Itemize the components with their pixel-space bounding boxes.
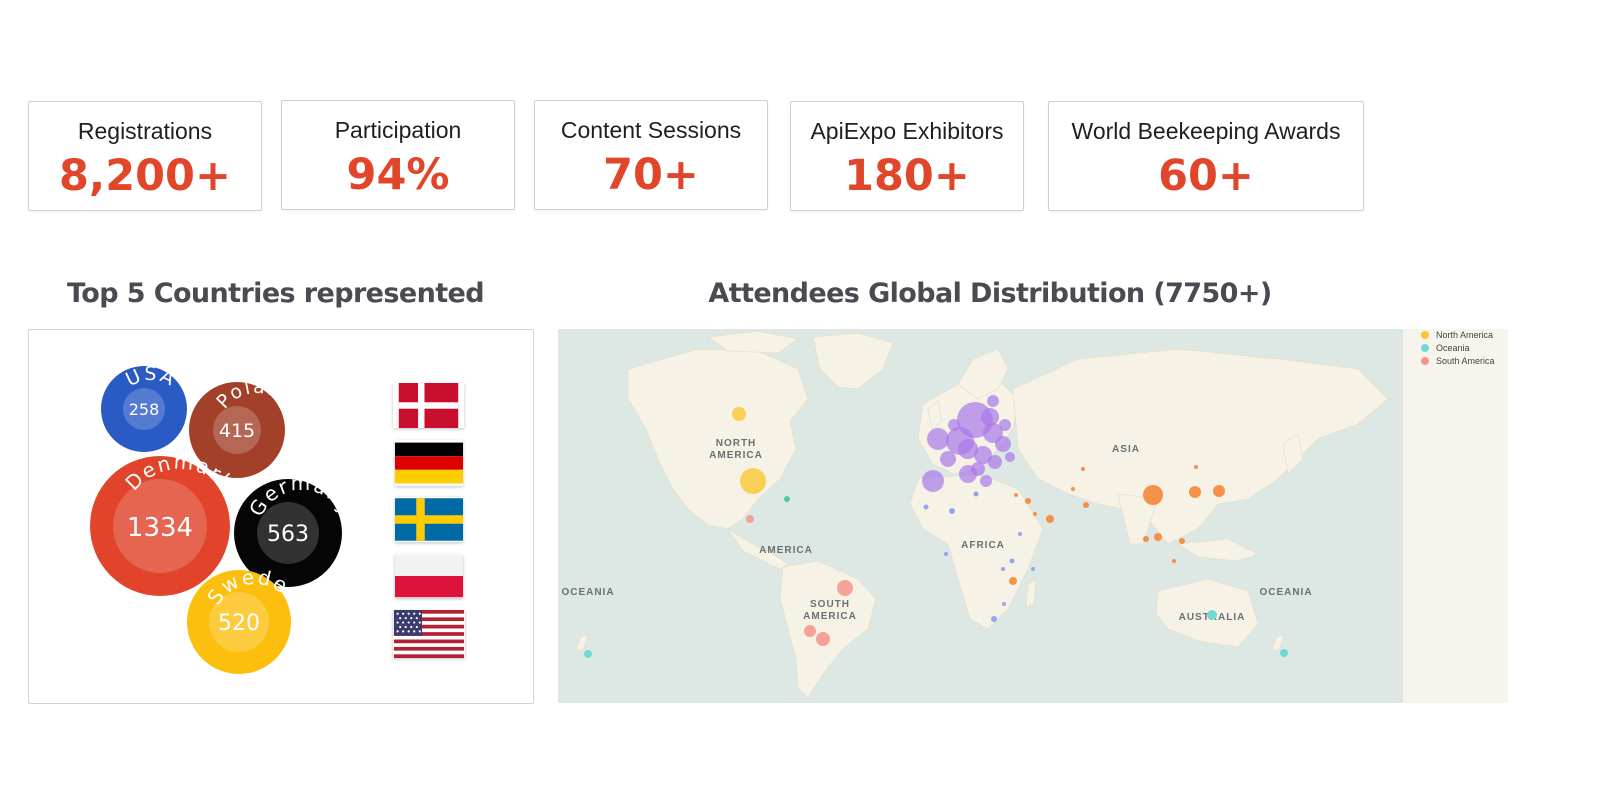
bubble-oceania xyxy=(784,496,790,502)
world-map-panel: NORTH AMERICA AMERICA SOUTH AMERICA ASIA… xyxy=(558,329,1508,703)
bubble-usa-value: 258 xyxy=(129,400,160,419)
germany-flag xyxy=(395,442,463,484)
world-map: NORTH AMERICA AMERICA SOUTH AMERICA ASIA… xyxy=(558,329,1508,703)
map-legend: North America Oceania South America xyxy=(1421,330,1495,366)
stat-label: World Beekeeping Awards xyxy=(1071,118,1341,144)
label-africa: AFRICA xyxy=(961,540,1005,551)
stat-label: Participation xyxy=(334,117,462,143)
label-oceania-left: OCEANIA xyxy=(561,587,614,598)
bubble-denmark-value: 1334 xyxy=(127,513,193,543)
label-north-america-1: NORTH xyxy=(716,438,757,449)
stat-value: 94% xyxy=(346,150,450,200)
stat-card-world-beekeeping-awards: World Beekeeping Awards 60+ xyxy=(1048,101,1364,211)
label-oceania-right: OCEANIA xyxy=(1259,587,1312,598)
stat-card-content-sessions: Content Sessions 70+ xyxy=(534,100,768,210)
stat-value: 70+ xyxy=(603,150,699,200)
global-distribution-title: Attendees Global Distribution (7750+) xyxy=(708,278,1272,309)
bubble-north-america xyxy=(740,468,766,494)
poland-flag xyxy=(395,554,463,598)
stat-card-participation: Participation 94% xyxy=(281,100,515,210)
stat-card-apiexpo-exhibitors: ApiExpo Exhibitors 180+ xyxy=(790,101,1024,211)
legend-label-north-america: North America xyxy=(1436,330,1493,340)
stat-label: Registrations xyxy=(77,118,213,144)
bubble-denmark: Denmark 1334 xyxy=(90,449,238,596)
stat-value: 8,200+ xyxy=(58,151,232,201)
legend-marker-north-america xyxy=(1421,331,1429,339)
label-central-america: AMERICA xyxy=(759,545,813,556)
top-countries-title: Top 5 Countries represented xyxy=(67,278,485,309)
bubble-sweden: Sweden 520 xyxy=(187,565,306,674)
legend-label-oceania: Oceania xyxy=(1436,343,1470,353)
denmark-flag xyxy=(398,383,459,428)
bubble-south-america xyxy=(816,632,830,646)
land-masses xyxy=(575,330,1389,698)
stat-card-registrations: Registrations 8,200+ xyxy=(28,101,262,211)
label-south-america-2: AMERICA xyxy=(803,611,857,622)
europe-cluster xyxy=(922,395,1015,492)
stat-label: Content Sessions xyxy=(560,117,742,143)
asia-bubbles xyxy=(1009,465,1225,585)
bubble-south-america xyxy=(837,580,853,596)
stat-value: 180+ xyxy=(844,151,970,201)
top-countries-panel: USA 258 Poland 415 Denmark 1334 Germany … xyxy=(28,329,534,704)
attendee-bubbles xyxy=(584,395,1288,658)
sweden-flag xyxy=(395,498,463,541)
bubble-germany-value: 563 xyxy=(267,522,309,547)
country-bubble-chart: USA 258 Poland 415 Denmark 1334 Germany … xyxy=(90,363,358,674)
bubble-usa: USA 258 xyxy=(101,363,187,452)
bubble-oceania xyxy=(1207,610,1217,620)
label-north-america-2: AMERICA xyxy=(709,450,763,461)
bubble-south-america xyxy=(804,625,816,637)
label-south-america-1: SOUTH xyxy=(810,599,850,610)
bubble-north-america xyxy=(732,407,746,421)
stat-label: ApiExpo Exhibitors xyxy=(810,118,1004,144)
bubble-sweden-value: 520 xyxy=(218,611,260,636)
label-asia: ASIA xyxy=(1112,444,1140,455)
bubble-oceania xyxy=(1280,649,1288,657)
usa-flag xyxy=(393,610,465,658)
stat-value: 60+ xyxy=(1158,151,1254,201)
legend-marker-south-america xyxy=(1421,357,1429,365)
africa-bubbles xyxy=(923,491,1035,622)
bubble-south-america xyxy=(746,515,754,523)
legend-label-south-america: South America xyxy=(1436,356,1495,366)
bubble-poland-value: 415 xyxy=(219,420,255,442)
legend-marker-oceania xyxy=(1421,344,1429,352)
bubble-oceania xyxy=(584,650,592,658)
